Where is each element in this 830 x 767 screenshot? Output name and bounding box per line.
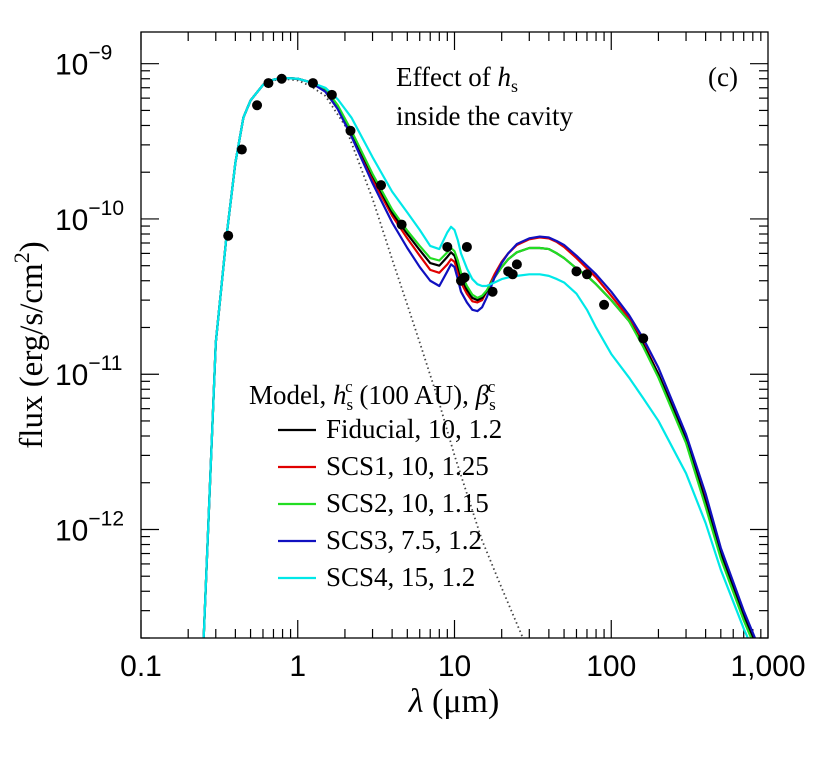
legend: Model, hsc (100 AU), βsc Fiducial, 10, 1… — [249, 377, 502, 592]
y-tick-exponent: −10 — [88, 197, 124, 220]
annotation-h-subscript: s — [511, 76, 518, 96]
y-tick-label: 10−10 — [55, 197, 124, 237]
annotation-prefix: Effect of — [396, 62, 497, 92]
x-tick-label: 1 — [289, 650, 306, 683]
annotation-line2: inside the cavity — [396, 101, 573, 131]
observation-point — [236, 144, 247, 155]
y-axis-text: flux (erg/s/cm — [14, 263, 50, 449]
legend-items: Fiducial, 10, 1.2 SCS1, 10, 1.25 SCS2, 10,… — [278, 414, 502, 592]
x-axis-title: λ (μm) — [408, 683, 500, 720]
plot-frame — [140, 31, 769, 639]
y-tick-exponent: −9 — [88, 42, 112, 65]
y-axis-close: ) — [14, 241, 50, 252]
plot-clip-group — [202, 73, 757, 638]
legend-label: SCS4, 15, 1.2 — [326, 562, 475, 592]
observation-point — [442, 241, 453, 252]
observation-point — [507, 269, 518, 280]
y-tick-base: 10 — [55, 49, 88, 82]
legend-title: Model, hsc (100 AU), βsc — [249, 377, 496, 414]
x-tick-label: 10 — [438, 650, 471, 683]
y-axis-sup: 2 — [9, 252, 34, 263]
y-tick-label: 10−11 — [55, 352, 122, 392]
axis-ticks — [140, 32, 769, 639]
observation-point — [345, 125, 356, 136]
legend-label: Fiducial, 10, 1.2 — [326, 414, 502, 444]
legend-title-h: h — [333, 380, 347, 410]
observation-point — [461, 241, 472, 252]
series-line-scs4 — [202, 76, 749, 638]
y-tick-exponent: −12 — [88, 507, 124, 530]
x-axis-lambda: λ — [408, 683, 424, 720]
legend-label: SCS3, 7.5, 1.2 — [326, 525, 482, 555]
legend-title-beta-sub: s — [489, 395, 496, 414]
observation-point — [571, 266, 582, 277]
observation-point — [307, 78, 318, 89]
observation-point — [511, 259, 522, 270]
legend-label: SCS2, 10, 1.15 — [326, 488, 489, 518]
legend-label: SCS1, 10, 1.25 — [326, 451, 489, 481]
series-lines — [202, 76, 757, 638]
legend-title-a: Model, — [249, 380, 333, 410]
legend-title-b: (100 AU), — [353, 380, 476, 410]
photosphere-line — [202, 77, 524, 638]
x-tick-label: 1,000 — [730, 650, 805, 683]
observation-point — [581, 269, 592, 280]
observation-point — [459, 272, 470, 283]
observation-point — [326, 89, 337, 100]
observation-point — [396, 219, 407, 230]
observation-point — [276, 73, 287, 84]
y-tick-base: 10 — [55, 204, 88, 237]
observation-point — [252, 100, 263, 111]
observation-point — [487, 286, 498, 297]
legend-title-h-sub: s — [347, 395, 354, 414]
y-axis-title: flux (erg/s/cm2) — [9, 241, 50, 448]
observation-points — [223, 73, 649, 344]
x-axis-unit: (μm) — [423, 683, 499, 720]
legend-title-beta: β — [475, 380, 490, 410]
legend-title-beta-sup: c — [488, 377, 496, 396]
panel-label: (c) — [708, 62, 738, 92]
x-tick-label: 100 — [586, 650, 636, 683]
y-tick-label: 10−12 — [55, 507, 124, 547]
y-tick-exponent: −11 — [88, 352, 122, 375]
plot-background — [141, 32, 768, 638]
observation-point — [263, 78, 274, 89]
y-tick-label: 10−9 — [55, 42, 112, 82]
observation-point — [638, 333, 649, 344]
observation-point — [599, 299, 610, 310]
y-tick-base: 10 — [55, 514, 88, 547]
x-tick-label: 0.1 — [120, 650, 162, 683]
observation-point — [223, 230, 234, 241]
legend-title-h-sup: c — [345, 377, 353, 396]
annotation-h-symbol: h — [497, 62, 511, 92]
observation-point — [376, 180, 387, 191]
annotation-line1: Effect of hs — [396, 62, 518, 96]
y-tick-base: 10 — [55, 359, 88, 392]
